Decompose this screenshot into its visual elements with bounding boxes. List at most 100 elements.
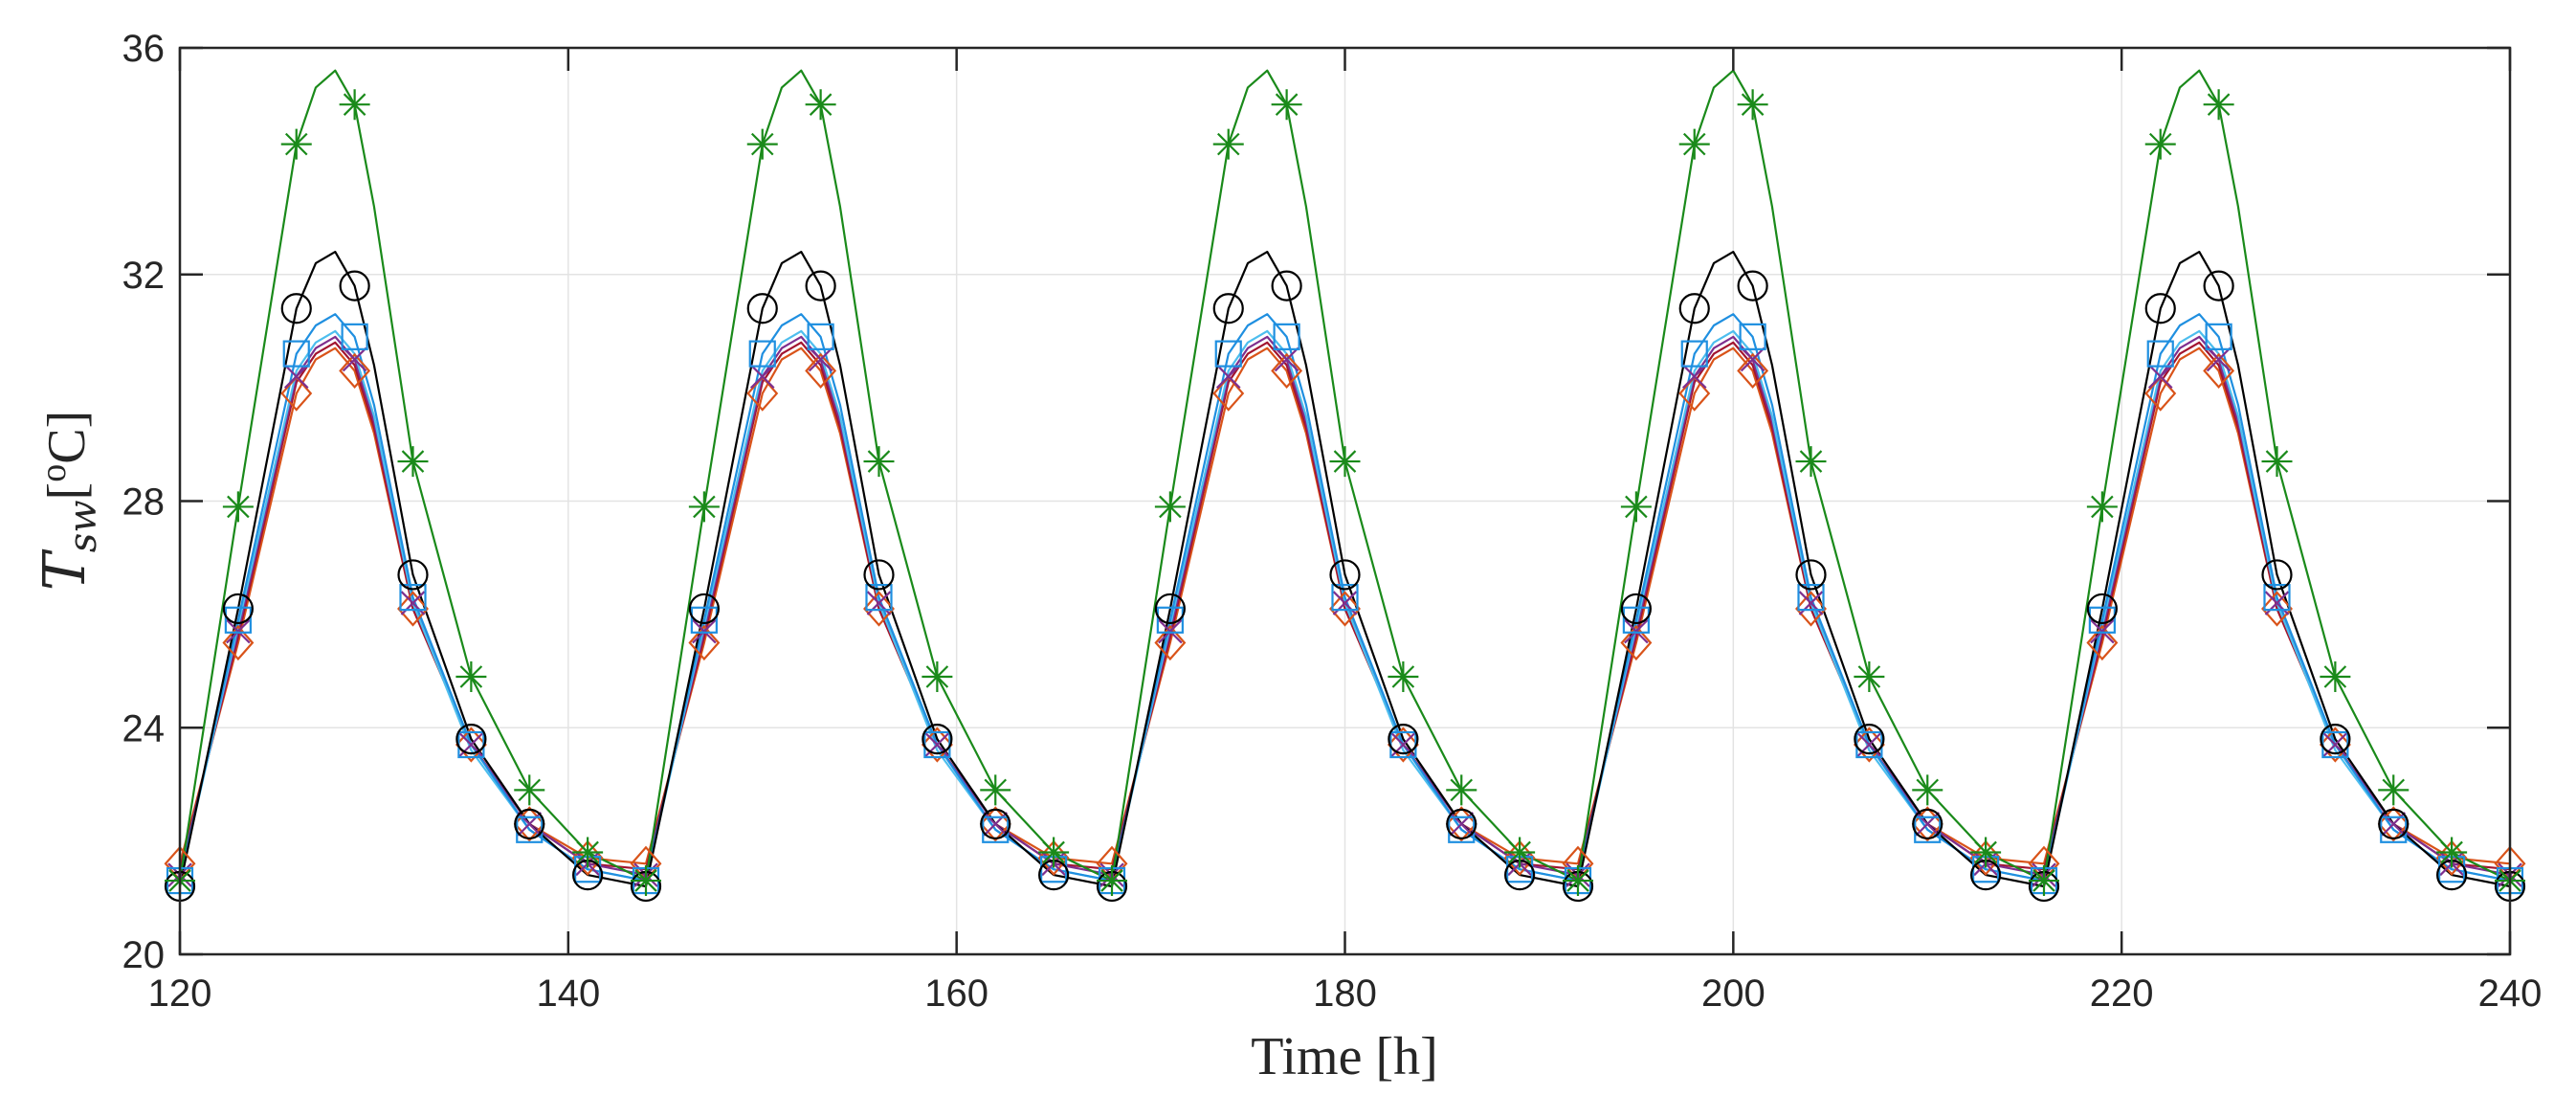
asterisk-marker [2261,446,2293,478]
asterisk-marker [631,865,661,897]
asterisk-marker [2436,837,2468,868]
circle-marker [2086,593,2118,625]
x-marker [1215,364,1241,390]
y-tick-label: 32 [122,255,166,297]
x-tick-label: 120 [148,973,212,1015]
circle-marker [1795,559,1827,591]
asterisk-marker [1446,774,1477,806]
diamond-marker [1445,806,1477,842]
diamond-marker [1387,727,1419,763]
asterisk-marker [2144,128,2176,160]
circle-marker [1678,293,1710,324]
diamond-marker [339,352,371,390]
diamond-marker [397,591,429,627]
circle-marker [2144,293,2176,324]
square-marker [224,606,252,634]
asterisk-marker [1563,865,1593,897]
asterisk-marker [339,89,370,121]
y-tick-label: 36 [122,28,166,70]
asterisk-marker [1504,837,1536,868]
x-tick-label: 180 [1313,973,1377,1015]
x-marker [1274,347,1299,372]
x-marker [283,364,309,390]
circle-marker [514,808,545,839]
x-tick-label: 240 [2478,973,2543,1015]
square-marker [1680,340,1708,368]
circle-marker [1737,270,1768,302]
circle-marker [863,559,895,591]
square-marker [399,584,427,612]
asterisk-marker [1154,491,1186,523]
x-marker [749,364,775,390]
x-tick-label: 220 [2090,973,2154,1015]
y-tick-label: 28 [122,481,166,524]
diamond-marker [2203,352,2235,390]
diamond-marker [2261,591,2293,627]
square-marker [1214,340,1242,368]
circle-marker [1154,593,1186,625]
asterisk-marker [2378,774,2409,806]
circle-marker [805,270,836,302]
diamond-marker [222,624,255,661]
y-axis-title-symbol: T [32,548,99,591]
circle-marker [2320,723,2351,755]
asterisk-marker [1271,89,1302,121]
diamond-marker [688,624,721,661]
square-marker [1273,323,1300,350]
x-marker [2090,618,2115,644]
diamond-marker [979,806,1011,842]
diamond-marker [863,591,895,627]
x-marker [226,618,251,644]
circle-marker [1854,723,1885,755]
circle-marker [455,723,487,755]
circle-marker [1446,808,1477,839]
asterisk-marker [1329,446,1361,478]
x-marker [808,347,833,372]
x-marker [1681,364,1707,390]
circle-marker [746,293,778,324]
circle-marker [1212,293,1244,324]
square-marker [2088,606,2116,634]
x-marker [1158,618,1183,644]
y-axis-title-subscript: sw [61,500,105,552]
diamond-marker [746,375,779,412]
square-marker [1156,606,1184,634]
asterisk-marker [2320,660,2351,692]
square-marker [1739,323,1766,350]
diamond-marker [2377,806,2409,842]
asterisk-marker [1212,128,1244,160]
asterisk-marker [1795,446,1827,478]
square-marker [282,340,310,368]
series-layer [164,69,2526,903]
asterisk-marker [397,446,429,478]
diamond-marker [1795,591,1827,627]
asterisk-marker [688,491,720,523]
diamond-marker [1853,727,1885,763]
square-marker [2205,323,2232,350]
square-marker [2263,584,2291,612]
diamond-marker [1620,624,1653,661]
asterisk-marker [746,128,778,160]
y-axis-title: Tsw[oC] [32,411,105,591]
diamond-marker [455,727,487,763]
circle-marker [2261,559,2293,591]
asterisk-marker [1678,128,1710,160]
x-tick-label: 200 [1701,973,1765,1015]
circle-marker [280,293,312,324]
x-marker [1740,347,1765,372]
asterisk-marker [514,774,545,806]
diamond-marker [280,375,313,412]
y-tick-label: 20 [122,934,166,976]
square-marker [865,584,893,612]
circle-marker [688,593,720,625]
circle-marker [1271,270,1302,302]
square-marker [1797,584,1825,612]
asterisk-marker [980,774,1011,806]
square-marker [807,323,834,350]
asterisk-marker [2029,865,2059,897]
circle-marker [339,270,370,302]
asterisk-marker [1097,865,1127,897]
y-axis-title-bracket: [ [37,482,97,501]
diamond-marker [1911,806,1943,842]
